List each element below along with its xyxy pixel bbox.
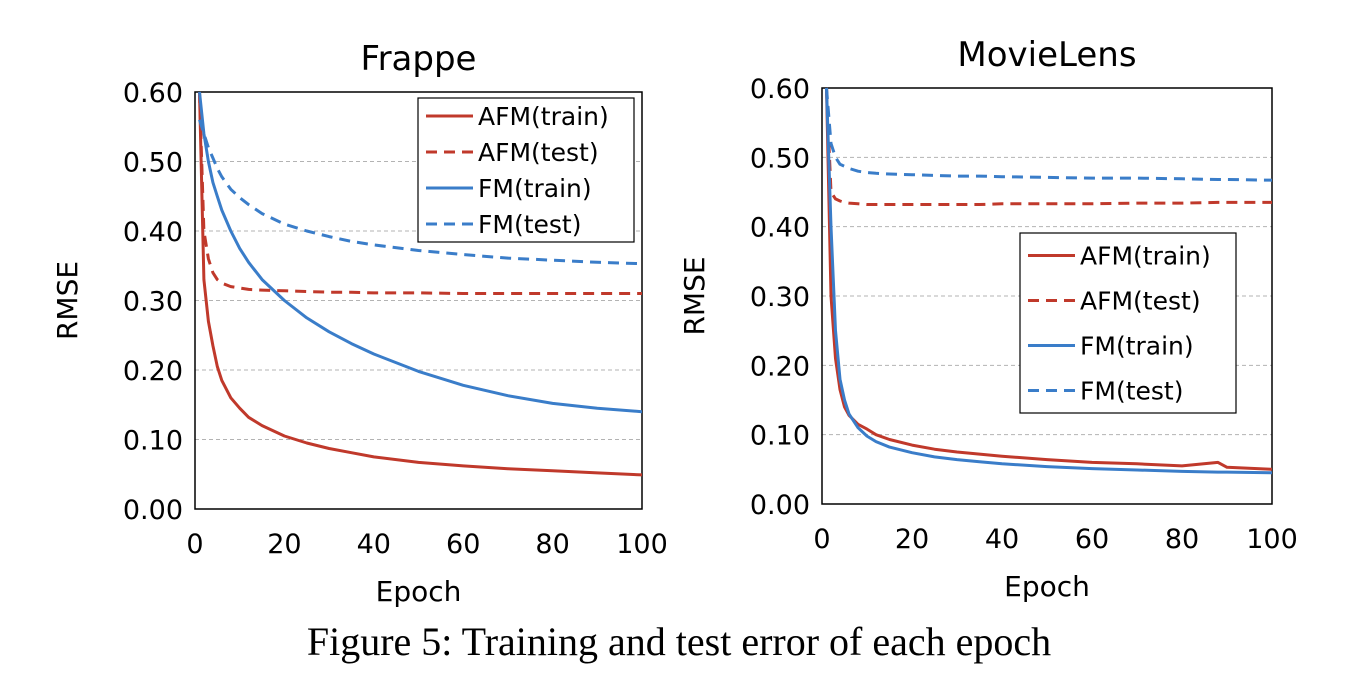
y-tick-label: 0.40: [123, 217, 183, 248]
legend: AFM(train) AFM(test) FM(train) FM(test): [417, 97, 635, 243]
chart-0: 0.00 0.10 0.20 0.30 0.40 0.50 0.60 0 20 40 60 80 100…: [51, 39, 668, 608]
series-line-afm-train: [198, 91, 642, 477]
x-tick-label: 80: [535, 529, 569, 560]
legend-box: [417, 97, 635, 243]
y-tick-label: 0.20: [123, 356, 183, 387]
x-tick-label: 20: [267, 529, 301, 560]
x-tick-label: 100: [1246, 524, 1298, 555]
legend: AFM(train) AFM(test) FM(train) FM(test): [1019, 232, 1237, 414]
x-tick-label: 20: [895, 524, 929, 555]
x-axis-label: Epoch: [1004, 570, 1090, 603]
series-line-fm-train: [825, 87, 1272, 475]
legend-label: AFM(test): [1080, 287, 1201, 316]
y-tick-label: 0.30: [750, 282, 810, 313]
legend-box: [1019, 232, 1237, 414]
y-axis-label: RMSE: [51, 261, 84, 340]
legend-label: AFM(train): [478, 102, 609, 131]
legend-label: FM(train): [478, 174, 592, 203]
y-tick-label: 0.60: [123, 78, 183, 109]
y-axis-label: RMSE: [678, 256, 711, 335]
x-tick-label: 60: [446, 529, 480, 560]
y-tick-label: 0.40: [750, 213, 810, 244]
y-tick-label: 0.10: [123, 426, 183, 457]
y-tick-label: 0.20: [750, 351, 810, 382]
plot-frame: [821, 87, 1273, 505]
legend-label: AFM(train): [1080, 242, 1211, 271]
x-axis-label: Epoch: [376, 575, 462, 608]
legend-label: FM(train): [1080, 332, 1194, 361]
x-tick-label: 0: [813, 524, 830, 555]
legend-label: FM(test): [1080, 377, 1183, 406]
x-tick-label: 60: [1075, 524, 1109, 555]
x-tick-label: 100: [616, 529, 668, 560]
y-tick-label: 0.50: [123, 148, 183, 179]
x-tick-label: 80: [1165, 524, 1199, 555]
series-line-fm-train: [198, 91, 642, 414]
y-tick-label: 0.50: [750, 143, 810, 174]
chart-title: MovieLens: [957, 35, 1136, 75]
figure-caption: Figure 5: Training and test error of eac…: [306, 619, 1052, 664]
legend-label: AFM(test): [478, 138, 599, 167]
series-line-afm-test: [825, 87, 1272, 206]
y-tick-label: 0.00: [123, 495, 183, 526]
x-tick-label: 40: [985, 524, 1019, 555]
y-tick-label: 0.60: [750, 74, 810, 105]
y-tick-label: 0.00: [750, 490, 810, 521]
series-line-afm-test: [198, 91, 642, 295]
plot-frame: [194, 91, 643, 510]
y-tick-label: 0.30: [123, 287, 183, 318]
series-line-fm-test: [825, 87, 1272, 182]
chart-1: 0.00 0.10 0.20 0.30 0.40 0.50 0.60 0 20 40 60 80 100…: [678, 35, 1298, 603]
series-line-afm-train: [825, 87, 1272, 471]
legend-label: FM(test): [478, 210, 581, 239]
x-tick-label: 0: [186, 529, 203, 560]
chart-title: Frappe: [361, 39, 477, 79]
series-line-fm-test: [198, 119, 642, 266]
x-tick-label: 40: [357, 529, 391, 560]
y-tick-label: 0.10: [750, 421, 810, 452]
